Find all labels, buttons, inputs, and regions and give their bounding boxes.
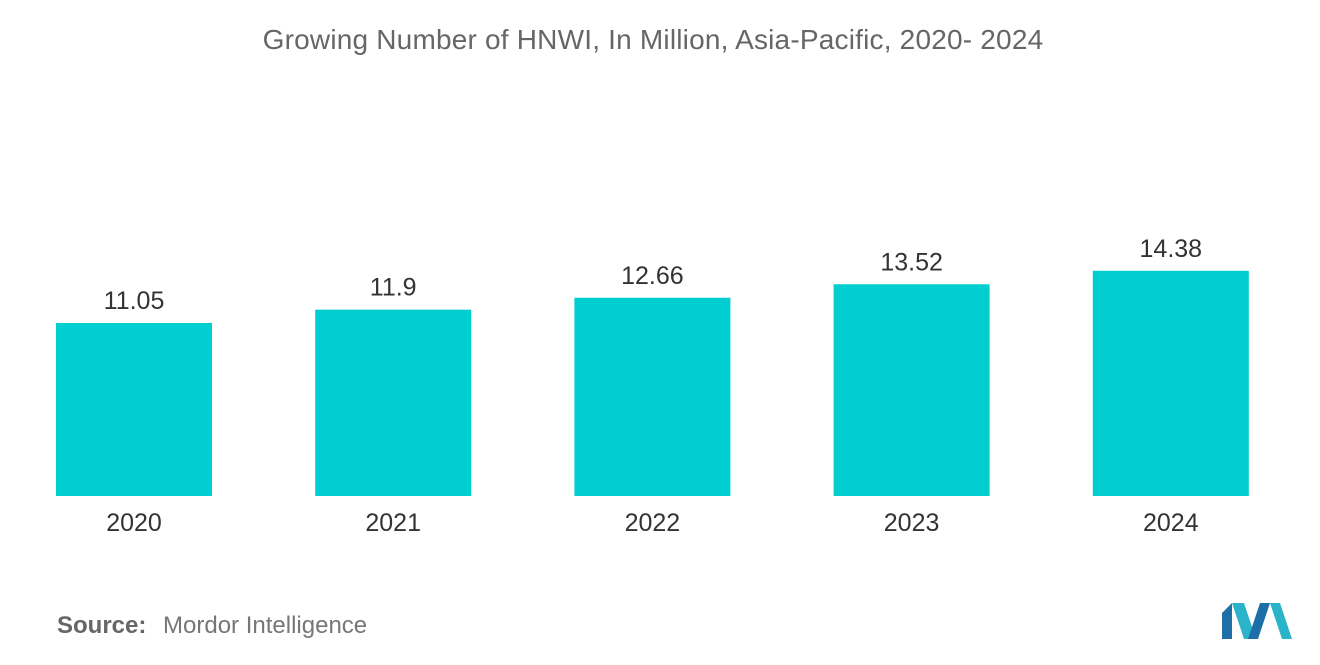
bar-2023 — [833, 284, 990, 496]
bar-2020 — [56, 323, 212, 496]
bar-2021 — [315, 309, 472, 496]
bar-2022 — [574, 297, 731, 496]
bar-chart: 11.05 2020 11.9 2021 12.66 2022 13.52 2023 14.38… — [56, 235, 1249, 537]
data-label-2023: 13.52 — [880, 248, 943, 276]
x-tick-label-2023: 2023 — [884, 509, 940, 537]
bar-2024 — [1092, 270, 1249, 496]
x-tick-label-2020: 2020 — [106, 509, 162, 537]
x-tick-label-2021: 2021 — [365, 509, 421, 537]
data-label-2024: 14.38 — [1140, 235, 1203, 263]
x-tick-label-2022: 2022 — [625, 509, 681, 537]
data-label-2022: 12.66 — [621, 262, 684, 290]
source-label: Source: — [57, 612, 147, 639]
chart-title: Growing Number of HNWI, In Million, Asia… — [262, 24, 1044, 55]
source-note: Source: Mordor Intelligence — [57, 612, 367, 640]
mordor-intelligence-logo-icon — [1222, 603, 1292, 639]
x-tick-label-2024: 2024 — [1143, 509, 1199, 537]
data-label-2021: 11.9 — [370, 274, 417, 302]
source-text: Mordor Intelligence — [163, 612, 368, 639]
data-label-2020: 11.05 — [104, 287, 165, 315]
